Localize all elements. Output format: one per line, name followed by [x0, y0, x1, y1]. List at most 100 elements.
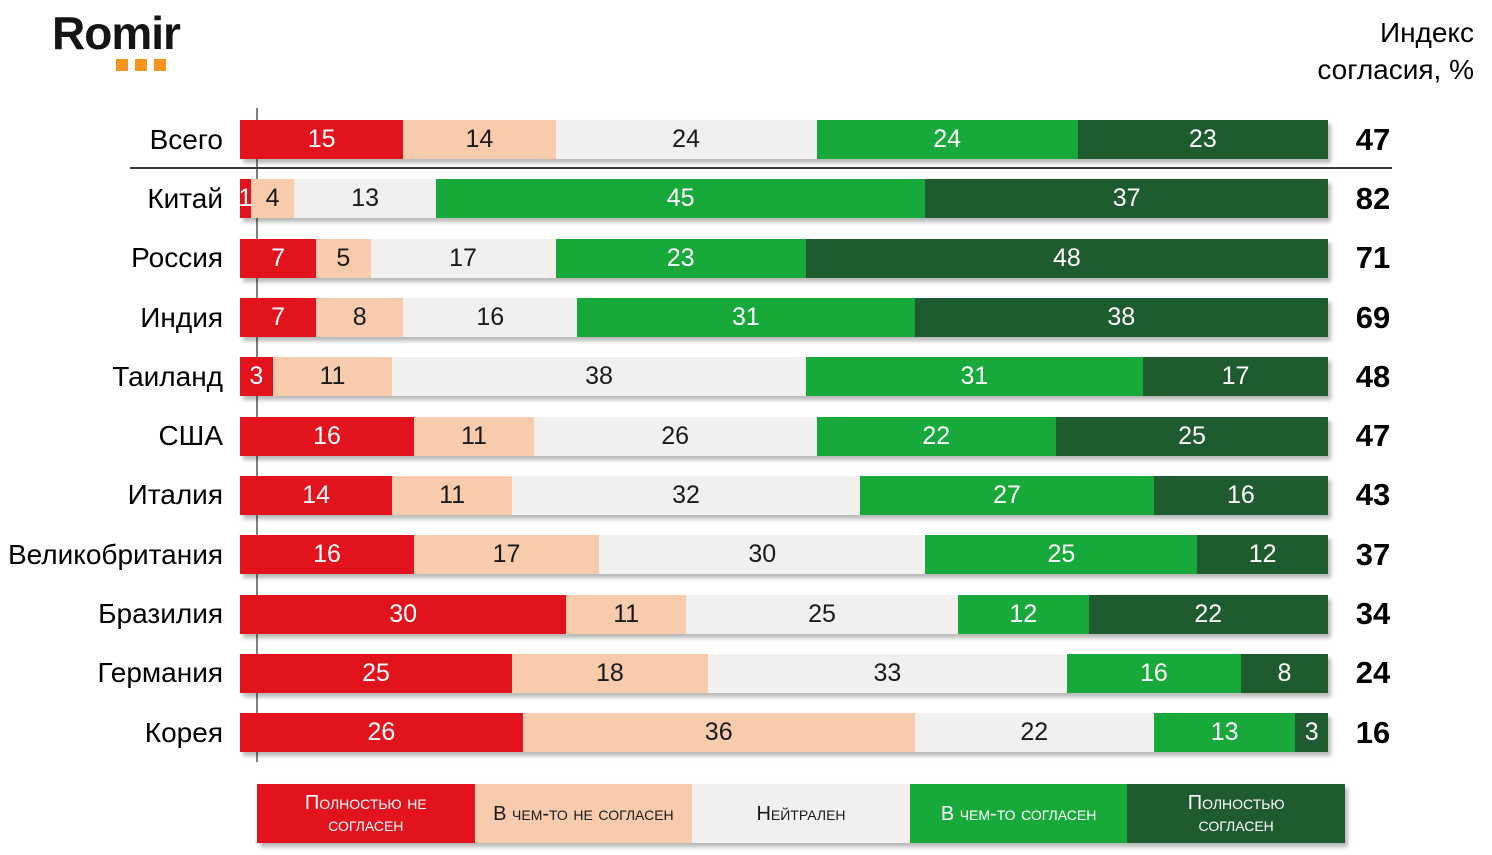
agreement-index-value: 82	[1355, 180, 1391, 216]
bar-segment: 17	[370, 238, 556, 278]
row-label: Китай	[147, 182, 223, 214]
bar-segment: 32	[511, 475, 861, 515]
agreement-index-value: 37	[1355, 536, 1391, 572]
segment-value: 24	[933, 125, 962, 154]
bar-segment: 25	[925, 535, 1198, 575]
bar-segment: 8	[316, 298, 404, 338]
segment-value: 18	[596, 658, 624, 687]
agreement-index-value: 24	[1355, 655, 1391, 691]
agreement-index-value: 71	[1355, 240, 1391, 276]
segment-value: 22	[922, 421, 951, 450]
bar-segment: 11	[392, 475, 512, 515]
segment-value: 25	[1047, 540, 1076, 569]
legend-item-label: Полностью не согласен	[304, 791, 427, 836]
stacked-bar: 25 18 33 16 8	[240, 653, 1328, 693]
chart-row: Таиланд 3 11 38 31 17 48	[0, 347, 1492, 406]
bar-segment: 1	[238, 179, 252, 219]
row-label: Индия	[140, 301, 223, 333]
legend-item-label: В чем-то не согласен	[493, 802, 674, 825]
stacked-bar: 7 8 16 31 38	[240, 298, 1328, 338]
bar-segment: 4	[250, 179, 295, 219]
segment-value: 38	[585, 362, 613, 391]
bar-segment: 48	[805, 238, 1328, 278]
agreement-index-value: 47	[1355, 121, 1391, 157]
legend-item-label: Полностью согласен	[1187, 791, 1285, 836]
segment-value: 15	[307, 125, 336, 154]
stacked-bar: 14 11 32 27 16	[240, 475, 1328, 515]
chart-row: Германия 25 18 33 16 8 24	[0, 644, 1492, 703]
chart-title: Индекс согласия, %	[1317, 17, 1474, 85]
romir-logo: Romir	[52, 8, 181, 71]
segment-value: 3	[249, 362, 264, 391]
bar-segment: 38	[914, 298, 1328, 338]
row-label: Корея	[144, 716, 223, 748]
segment-value: 23	[1188, 125, 1217, 154]
segment-value: 13	[1210, 718, 1239, 747]
bar-segment: 18	[512, 653, 708, 693]
segment-value: 31	[960, 362, 989, 391]
row-label: Германия	[97, 657, 223, 689]
stacked-bar: 1 4 13 45 37	[238, 179, 1328, 219]
bar-segment: 25	[686, 594, 959, 634]
segment-value: 16	[313, 540, 341, 569]
legend-item-label: В чем-то согласен	[940, 802, 1097, 825]
bar-segment: 27	[860, 475, 1154, 515]
segment-value: 26	[367, 718, 396, 747]
segment-value: 7	[271, 243, 286, 272]
chart-row: США 16 11 26 22 25 47	[0, 406, 1492, 465]
segment-value: 11	[319, 362, 346, 391]
bar-segment: 17	[1143, 357, 1328, 397]
row-label: Всего	[149, 123, 223, 155]
segment-value: 33	[873, 658, 902, 687]
bar-segment: 22	[914, 713, 1154, 753]
bar-segment: 7	[240, 298, 317, 338]
chart-row: Всего 15 14 24 24 23 47	[0, 110, 1492, 169]
bar-segment: 8	[1240, 653, 1328, 693]
total-separator-line	[130, 167, 1392, 169]
bar-segment: 36	[522, 713, 915, 753]
segment-value: 7	[271, 303, 286, 332]
bar-segment: 3	[240, 357, 273, 397]
segment-value: 25	[808, 599, 836, 628]
segment-value: 32	[672, 480, 700, 509]
bar-segment: 30	[240, 594, 567, 634]
bar-segment: 16	[403, 298, 578, 338]
stacked-bar: 16 17 30 25 12	[240, 535, 1328, 575]
bar-segment: 30	[599, 535, 926, 575]
segment-value: 17	[492, 540, 521, 569]
segment-value: 37	[1112, 184, 1141, 213]
segment-value: 22	[1194, 599, 1223, 628]
segment-value: 3	[1304, 718, 1319, 747]
agreement-index-value: 47	[1355, 418, 1391, 454]
stacked-bar: 26 36 22 13 3	[240, 713, 1328, 753]
row-label: Бразилия	[98, 598, 223, 630]
logo-dot-icon	[116, 59, 128, 71]
bar-segment: 11	[272, 357, 393, 397]
legend-item: В чем-то не согласен	[474, 784, 693, 843]
segment-value: 22	[1020, 718, 1049, 747]
segment-value: 23	[666, 243, 695, 272]
segment-value: 38	[1107, 303, 1136, 332]
bar-segment: 12	[958, 594, 1089, 634]
bar-segment: 31	[805, 357, 1143, 397]
bar-segment: 7	[240, 238, 317, 278]
bar-segment: 33	[707, 653, 1067, 693]
bar-segment: 17	[414, 535, 600, 575]
segment-value: 30	[748, 540, 777, 569]
bar-segment: 16	[240, 535, 415, 575]
chart-row: Россия 7 5 17 23 48 71	[0, 229, 1492, 288]
segment-value: 11	[439, 480, 466, 509]
agreement-index-value: 16	[1355, 714, 1391, 750]
chart-row: Корея 26 36 22 13 3 16	[0, 703, 1492, 762]
bar-segment: 14	[240, 475, 393, 515]
legend-item: В чем-то согласен	[909, 784, 1128, 843]
stacked-bar: 7 5 17 23 48	[240, 238, 1328, 278]
bar-segment: 45	[435, 179, 926, 219]
row-label: Великобритания	[7, 538, 223, 570]
bar-segment: 38	[392, 357, 806, 397]
segment-value: 8	[352, 303, 367, 332]
segment-value: 25	[1178, 421, 1206, 450]
segment-value: 16	[476, 303, 505, 332]
logo-dots-icon	[116, 59, 180, 71]
agreement-index-value: 43	[1355, 477, 1391, 513]
